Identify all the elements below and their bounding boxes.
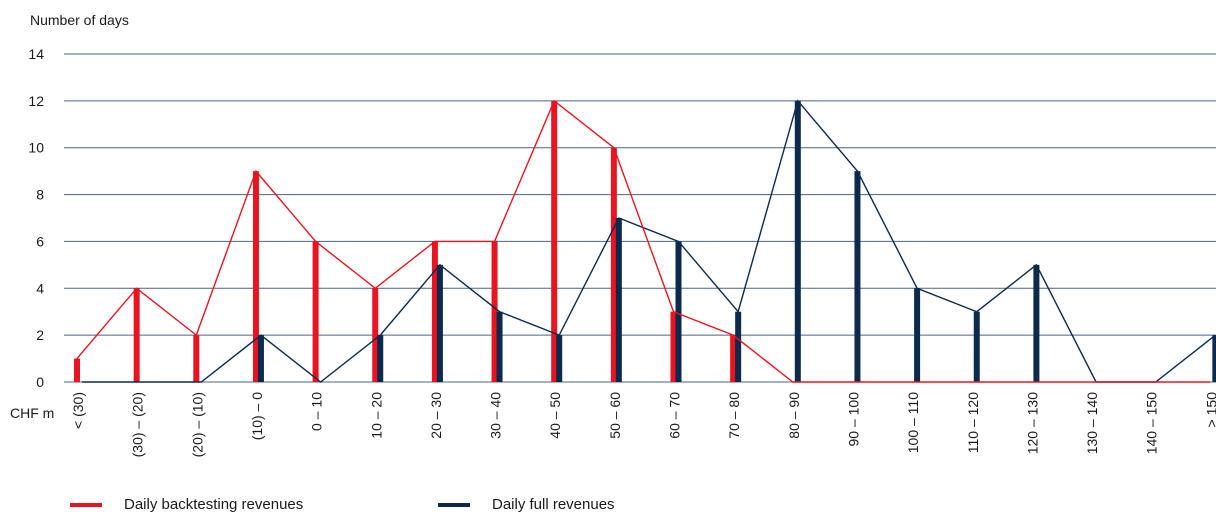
bar-backtesting — [193, 335, 200, 382]
legend-swatch-full — [438, 502, 470, 507]
y-tick-label: 8 — [36, 187, 44, 203]
bar-full — [1033, 264, 1040, 382]
x-tick-label: 100 – 110 — [905, 392, 921, 453]
x-axis-unit: CHF m — [10, 405, 54, 421]
x-tick-label: > 150 — [1203, 392, 1216, 428]
bar-full — [377, 335, 384, 382]
legend-item-backtesting: Daily backtesting revenues — [70, 496, 303, 513]
bar-backtesting — [610, 147, 617, 382]
y-tick-label: 2 — [36, 327, 44, 343]
x-tick-label: (30) – (20) — [130, 392, 146, 457]
bar-backtesting — [74, 358, 80, 382]
bar-backtesting — [431, 241, 438, 382]
legend-item-full: Daily full revenues — [438, 496, 615, 513]
y-tick-label: 6 — [36, 233, 44, 249]
legend-label-backtesting: Daily backtesting revenues — [124, 496, 304, 513]
bar-backtesting — [670, 311, 677, 382]
legend-swatch-backtesting — [70, 502, 102, 507]
series-line-backtesting — [76, 99, 1211, 383]
x-tick-label: 90 – 100 — [845, 392, 861, 447]
x-tick-label: 80 – 90 — [786, 392, 802, 439]
legend: Daily backtesting revenues Daily full re… — [70, 496, 970, 516]
bar-backtesting — [372, 288, 379, 382]
x-tick-label: 30 – 40 — [488, 392, 504, 439]
bar-full — [1212, 335, 1216, 382]
bar-full — [496, 311, 503, 382]
series-line-full — [82, 99, 1216, 383]
y-tick-label: 4 — [36, 280, 44, 296]
x-tick-label: 60 – 70 — [667, 392, 683, 439]
bar-full — [556, 335, 563, 382]
bar-full — [854, 171, 861, 382]
x-tick-label: 110 – 120 — [965, 392, 981, 453]
x-tick-label: (20) – (10) — [189, 392, 205, 457]
bar-full — [675, 241, 682, 382]
bar-full — [257, 335, 264, 382]
x-tick-label: 120 – 130 — [1024, 392, 1040, 454]
x-tick-label: 0 – 10 — [309, 392, 325, 431]
y-tick-label: 0 — [36, 374, 44, 390]
bar-backtesting — [551, 100, 558, 382]
x-tick-label: < (30) — [70, 392, 86, 429]
bar-full — [735, 311, 742, 382]
x-tick-label: 50 – 60 — [607, 392, 623, 439]
y-tick-label: 12 — [28, 93, 44, 109]
x-tick-label: 10 – 20 — [368, 392, 384, 439]
bar-backtesting — [252, 171, 259, 382]
x-tick-label: 40 – 50 — [547, 392, 563, 439]
bar-full — [914, 288, 921, 382]
y-tick-label: 10 — [28, 140, 44, 156]
bar-backtesting — [312, 241, 319, 382]
bar-backtesting — [133, 288, 140, 382]
bar-full — [973, 311, 980, 382]
x-tick-label: (10) – 0 — [249, 392, 265, 440]
bar-backtesting — [730, 335, 737, 382]
x-tick-label: 20 – 30 — [428, 392, 444, 439]
bar-full — [436, 264, 443, 382]
x-tick-label: 140 – 150 — [1144, 392, 1160, 454]
bar-full — [794, 100, 801, 382]
x-tick-label: 130 – 140 — [1084, 392, 1100, 454]
y-axis-title: Number of days — [30, 12, 129, 28]
legend-label-full: Daily full revenues — [492, 496, 615, 513]
y-tick-label: 14 — [28, 46, 44, 62]
bar-backtesting — [491, 241, 498, 382]
x-tick-label: 70 – 80 — [726, 392, 742, 439]
bar-full — [615, 218, 622, 382]
